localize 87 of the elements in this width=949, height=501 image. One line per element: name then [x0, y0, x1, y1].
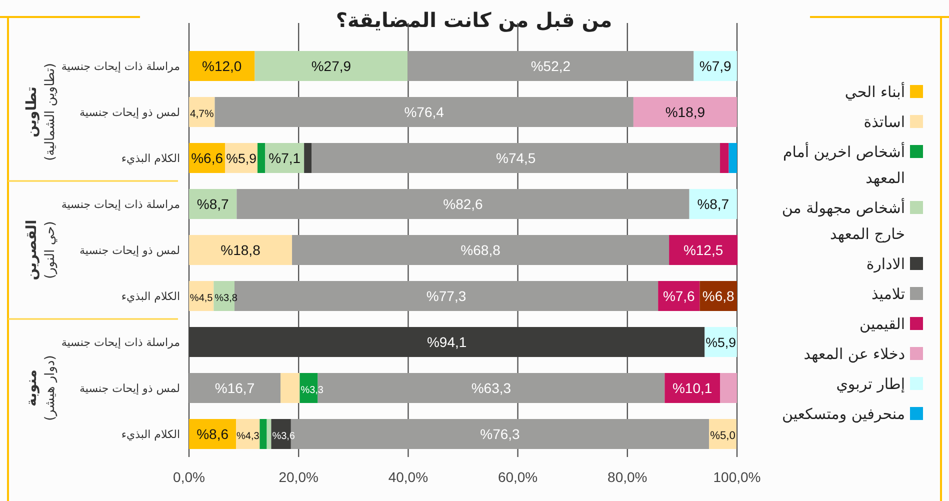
x-tick-label: 80,0% [608, 469, 648, 485]
data-label: %6,6 [191, 150, 224, 166]
bar [266, 419, 272, 449]
legend-label: دخلاء عن المعهد [804, 345, 905, 363]
data-label: %4,5 [190, 293, 214, 304]
data-label: %6,8 [702, 288, 735, 304]
bar [260, 419, 267, 449]
bar [189, 327, 705, 357]
legend-label: أشخاص مجهولة من خارج المعهد [782, 198, 905, 243]
legend-label: القيمين [860, 315, 905, 333]
y-tick-label: لمس ذو إيحات جنسية [79, 244, 180, 257]
y-tick-label: مراسلة ذات إيحات جنسية [61, 336, 180, 349]
bar [720, 143, 729, 173]
data-label: %8,6 [196, 426, 229, 442]
data-label: %8,7 [196, 196, 229, 212]
data-label: %4,3 [236, 431, 260, 442]
data-label: %12,5 [683, 242, 724, 258]
bar [189, 373, 281, 403]
bar [694, 51, 737, 81]
legend-label: تلاميذ [871, 285, 905, 303]
data-label: %18,9 [665, 104, 706, 120]
data-label: 4,7% [190, 109, 214, 120]
y-tick-label: مراسلة ذات إيحات جنسية [61, 60, 180, 73]
bar [669, 235, 738, 265]
data-label: %27,9 [311, 58, 352, 74]
bar [258, 143, 266, 173]
bar [189, 97, 215, 127]
bar [312, 143, 720, 173]
bar [189, 235, 292, 265]
data-label: %10,1 [672, 380, 712, 396]
legend-label: أبناء الحي [844, 82, 905, 101]
x-tick-label: 20,0% [278, 469, 318, 485]
data-label: %63,3 [471, 380, 512, 396]
data-label: %7,9 [699, 58, 732, 74]
data-label: %3,8 [214, 293, 238, 304]
bar [689, 189, 737, 219]
text: تطاوين (تطاوين الشمالية) [24, 63, 58, 161]
legend-label: الادارة [866, 255, 905, 273]
data-label: %18,8 [220, 242, 261, 258]
bar [280, 373, 300, 403]
data-label: %5,0 [710, 430, 736, 442]
y-tick-label: مراسلة ذات إيحات جنسية [61, 198, 180, 211]
legend-label: إطار تربوي [836, 375, 905, 393]
data-label: %16,7 [214, 380, 255, 396]
text: منوبة (دوار هيشر) [24, 355, 58, 421]
bar [265, 143, 304, 173]
data-label: %76,4 [404, 104, 444, 120]
data-label: %12,0 [202, 58, 242, 74]
bar [236, 189, 690, 219]
bar [720, 373, 737, 403]
data-label: %76,3 [480, 426, 520, 442]
data-label: %68,8 [460, 242, 501, 258]
x-tick-label: 100,0% [713, 469, 761, 485]
bar [633, 97, 737, 127]
y-tick-label: الكلام البذيء [121, 152, 180, 165]
data-label: %82,6 [443, 196, 484, 212]
chart-title: من قبل من كانت المضايقة؟ [336, 8, 612, 32]
bar [728, 143, 737, 173]
data-label: %3,6 [272, 431, 296, 442]
bar [254, 51, 408, 81]
y-tick-label: الكلام البذيء [121, 428, 180, 441]
bar [214, 97, 634, 127]
y-tick-label: لمس ذو إيحات جنسية [79, 106, 180, 119]
y-tick-label: الكلام البذيء [121, 290, 180, 303]
bar [408, 51, 694, 81]
bar [189, 51, 255, 81]
bar [664, 373, 720, 403]
data-label: %7,6 [662, 288, 696, 304]
bar [292, 235, 670, 265]
x-tick-label: 0,0% [173, 469, 205, 485]
data-label: %52,2 [530, 58, 571, 74]
data-label: %5,9 [706, 335, 736, 350]
legend-label: أشخاص اخرين أمام المعهد [782, 142, 905, 187]
data-label: %74,5 [496, 150, 536, 166]
text: القصرين (حي النور) [24, 220, 58, 280]
legend-label: منحرفين ومتسكعين [782, 405, 905, 423]
y-tick-label: لمس ذو إيحات جنسية [79, 382, 180, 395]
data-label: %77,3 [426, 288, 466, 304]
data-label: %8,7 [697, 196, 730, 212]
data-label: %5,9 [226, 151, 256, 166]
data-label: %94,1 [426, 334, 467, 350]
bar [189, 189, 237, 219]
bar [304, 143, 312, 173]
x-tick-label: 40,0% [388, 469, 428, 485]
data-label: %7,1 [268, 150, 301, 166]
x-tick-label: 60,0% [498, 469, 538, 485]
legend-label: اساتذة [864, 113, 905, 131]
